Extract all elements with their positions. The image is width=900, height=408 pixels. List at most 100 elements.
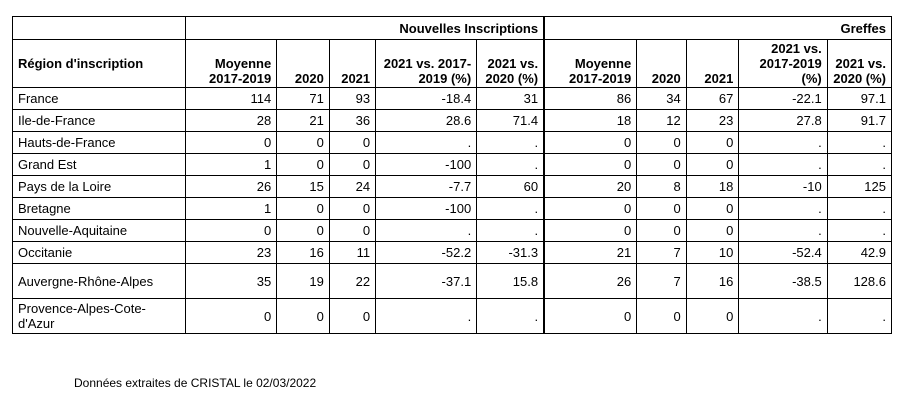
cell-ni-moyenne: 0 — [184, 219, 278, 242]
cell-greffes-2020: 0 — [636, 153, 687, 176]
cell-greffes-2021: 0 — [685, 131, 740, 154]
cell-greffes-moyenne: 0 — [543, 153, 638, 176]
cell-greffes-vs-2017-2019: . — [738, 298, 828, 334]
cell-greffes-vs-2020: 42.9 — [826, 241, 893, 264]
cell-greffes-2020: 0 — [636, 298, 687, 334]
cell-ni-moyenne: 114 — [184, 87, 278, 110]
cell-ni-vs-2020: . — [476, 153, 545, 176]
cell-greffes-vs-2017-2019: . — [738, 197, 828, 220]
cell-greffes-vs-2017-2019: -22.1 — [738, 87, 828, 110]
cell-greffes-moyenne: 0 — [543, 131, 638, 154]
cell-ni-2021: 0 — [328, 298, 377, 334]
cell-greffes-vs-2017-2019: -10 — [738, 175, 828, 198]
cell-ni-vs-2020: . — [476, 298, 545, 334]
group-header-blank — [12, 16, 186, 40]
cell-region: Auvergne-Rhône-Alpes — [12, 263, 186, 299]
cell-ni-vs-2017-2019: . — [375, 219, 478, 242]
cell-region: Occitanie — [12, 241, 186, 264]
cell-greffes-moyenne: 86 — [543, 87, 638, 110]
cell-region: Provence-Alpes-Cote-d'Azur — [12, 298, 186, 334]
cell-ni-vs-2020: 60 — [476, 175, 545, 198]
inscriptions-greffes-table: Nouvelles Inscriptions Greffes Région d'… — [12, 16, 893, 334]
cell-region: Pays de la Loire — [12, 175, 186, 198]
cell-ni-vs-2017-2019: -7.7 — [375, 175, 478, 198]
cell-greffes-vs-2017-2019: -38.5 — [738, 263, 828, 299]
cell-ni-2020: 0 — [276, 131, 330, 154]
cell-ni-vs-2020: . — [476, 197, 545, 220]
cell-ni-vs-2017-2019: -100 — [375, 153, 478, 176]
cell-ni-2020: 19 — [276, 263, 330, 299]
cell-greffes-vs-2020: 125 — [826, 175, 893, 198]
cell-region: Nouvelle-Aquitaine — [12, 219, 186, 242]
cell-ni-vs-2017-2019: -37.1 — [375, 263, 478, 299]
cell-ni-vs-2020: -31.3 — [476, 241, 545, 264]
cell-ni-moyenne: 0 — [184, 298, 278, 334]
cell-greffes-vs-2020: . — [826, 153, 893, 176]
cell-ni-vs-2017-2019: -18.4 — [375, 87, 478, 110]
cell-greffes-2021: 0 — [685, 298, 740, 334]
cell-greffes-2021: 16 — [685, 263, 740, 299]
cell-ni-vs-2017-2019: . — [375, 298, 478, 334]
cell-ni-vs-2017-2019: 28.6 — [375, 109, 478, 132]
cell-greffes-2021: 0 — [685, 219, 740, 242]
column-header-ni-moyenne: Moyenne 2017-2019 — [184, 39, 278, 88]
cell-ni-2021: 0 — [328, 197, 377, 220]
cell-greffes-2021: 18 — [685, 175, 740, 198]
table-row: Grand Est 1 0 0 -100 . 0 0 0 . . — [12, 153, 893, 176]
column-header-ni-vs-2017-2019: 2021 vs. 2017-2019 (%) — [375, 39, 478, 88]
cell-ni-vs-2020: 31 — [476, 87, 545, 110]
cell-greffes-2020: 34 — [636, 87, 687, 110]
column-header-greffes-vs-2017-2019: 2021 vs. 2017-2019 (%) — [738, 39, 828, 88]
cell-ni-2021: 93 — [328, 87, 377, 110]
cell-ni-moyenne: 0 — [184, 131, 278, 154]
cell-ni-moyenne: 1 — [184, 197, 278, 220]
cell-greffes-2021: 23 — [685, 109, 740, 132]
group-header-nouvelles-inscriptions: Nouvelles Inscriptions — [184, 16, 545, 40]
cell-ni-moyenne: 28 — [184, 109, 278, 132]
table-row: Bretagne 1 0 0 -100 . 0 0 0 . . — [12, 197, 893, 220]
cell-ni-moyenne: 26 — [184, 175, 278, 198]
cell-greffes-2020: 0 — [636, 219, 687, 242]
cell-greffes-moyenne: 0 — [543, 298, 638, 334]
cell-ni-vs-2017-2019: -100 — [375, 197, 478, 220]
column-header-greffes-2021: 2021 — [685, 39, 740, 88]
cell-ni-vs-2020: . — [476, 219, 545, 242]
cell-ni-2021: 24 — [328, 175, 377, 198]
cell-greffes-vs-2020: 91.7 — [826, 109, 893, 132]
column-header-region: Région d'inscription — [12, 39, 186, 88]
cell-greffes-vs-2020: . — [826, 131, 893, 154]
cell-ni-2020: 0 — [276, 197, 330, 220]
cell-ni-2020: 21 — [276, 109, 330, 132]
cell-ni-2021: 36 — [328, 109, 377, 132]
table-row: Occitanie 23 16 11 -52.2 -31.3 21 7 10 -… — [12, 241, 893, 264]
column-header-ni-vs-2020: 2021 vs. 2020 (%) — [476, 39, 545, 88]
cell-ni-2021: 22 — [328, 263, 377, 299]
cell-ni-2020: 15 — [276, 175, 330, 198]
cell-greffes-vs-2017-2019: . — [738, 219, 828, 242]
cell-ni-vs-2020: 15.8 — [476, 263, 545, 299]
cell-greffes-vs-2017-2019: -52.4 — [738, 241, 828, 264]
cell-ni-moyenne: 1 — [184, 153, 278, 176]
cell-ni-2020: 0 — [276, 219, 330, 242]
cell-greffes-2020: 12 — [636, 109, 687, 132]
cell-greffes-moyenne: 0 — [543, 197, 638, 220]
column-header-greffes-moyenne: Moyenne 2017-2019 — [543, 39, 638, 88]
table-row: Nouvelle-Aquitaine 0 0 0 . . 0 0 0 . . — [12, 219, 893, 242]
cell-ni-2020: 71 — [276, 87, 330, 110]
table-row: Pays de la Loire 26 15 24 -7.7 60 20 8 1… — [12, 175, 893, 198]
column-header-row: Région d'inscription Moyenne 2017-2019 2… — [12, 39, 893, 88]
cell-greffes-moyenne: 21 — [543, 241, 638, 264]
cell-greffes-vs-2020: . — [826, 298, 893, 334]
cell-region: Grand Est — [12, 153, 186, 176]
cell-greffes-2020: 0 — [636, 197, 687, 220]
cell-ni-vs-2020: 71.4 — [476, 109, 545, 132]
cell-ni-2021: 0 — [328, 131, 377, 154]
cell-greffes-moyenne: 20 — [543, 175, 638, 198]
table-row: Hauts-de-France 0 0 0 . . 0 0 0 . . — [12, 131, 893, 154]
cell-greffes-2020: 7 — [636, 263, 687, 299]
table-row: Ile-de-France 28 21 36 28.6 71.4 18 12 2… — [12, 109, 893, 132]
cell-region: Ile-de-France — [12, 109, 186, 132]
cell-greffes-2021: 0 — [685, 153, 740, 176]
cell-ni-vs-2017-2019: -52.2 — [375, 241, 478, 264]
cell-greffes-moyenne: 18 — [543, 109, 638, 132]
